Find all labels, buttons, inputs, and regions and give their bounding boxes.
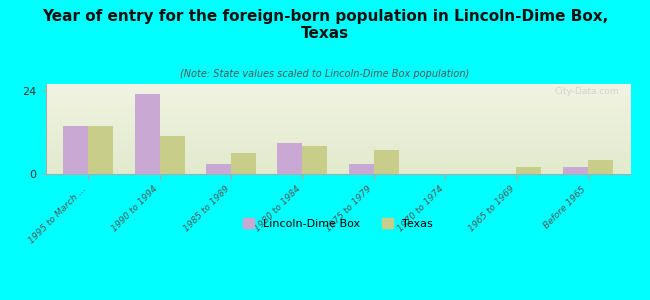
Bar: [63, 125, 88, 174]
Text: Year of entry for the foreign-born population in Lincoln-Dime Box,
Texas: Year of entry for the foreign-born popul…: [42, 9, 608, 41]
Bar: [563, 167, 588, 174]
Bar: [231, 153, 256, 174]
Bar: [374, 150, 398, 174]
Text: (Note: State values scaled to Lincoln-Dime Box population): (Note: State values scaled to Lincoln-Di…: [181, 69, 469, 79]
Bar: [231, 153, 256, 174]
Bar: [160, 136, 185, 174]
Bar: [516, 167, 541, 174]
Bar: [160, 136, 185, 174]
Bar: [348, 164, 374, 174]
Bar: [516, 167, 541, 174]
Bar: [588, 160, 613, 174]
Bar: [206, 164, 231, 174]
Bar: [302, 146, 328, 174]
Legend: Lincoln-Dime Box, Texas: Lincoln-Dime Box, Texas: [239, 214, 437, 233]
Bar: [563, 167, 588, 174]
Text: City-Data.com: City-Data.com: [554, 87, 619, 96]
Bar: [63, 125, 88, 174]
Bar: [135, 94, 160, 174]
Bar: [206, 164, 231, 174]
Bar: [374, 150, 398, 174]
Bar: [588, 160, 613, 174]
Bar: [302, 146, 328, 174]
Bar: [278, 143, 302, 174]
Bar: [135, 94, 160, 174]
Bar: [348, 164, 374, 174]
Bar: [278, 143, 302, 174]
Bar: [88, 125, 113, 174]
Bar: [88, 125, 113, 174]
